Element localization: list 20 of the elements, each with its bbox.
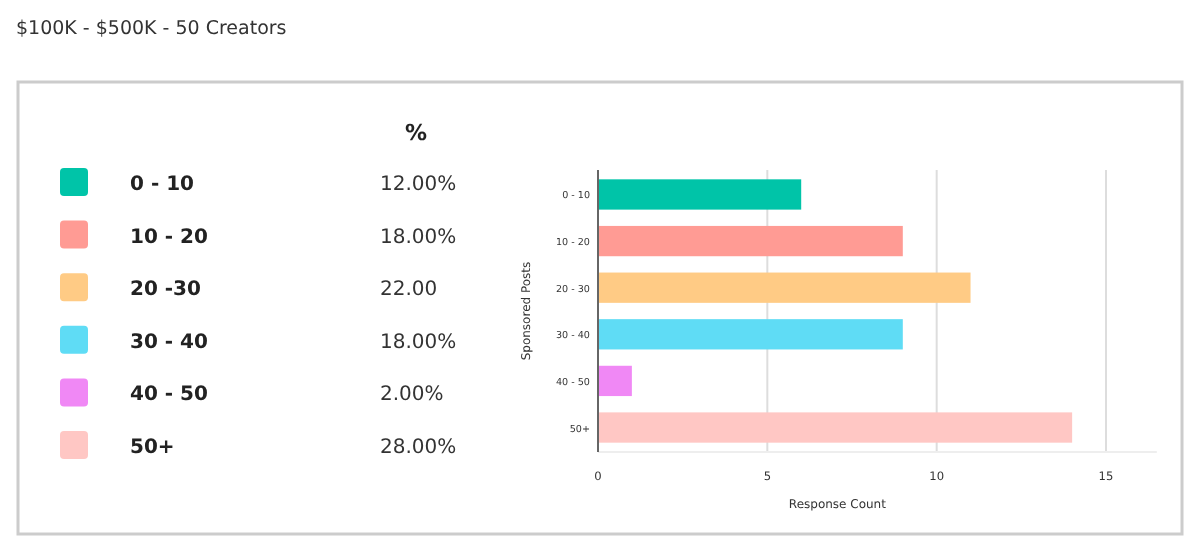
bar <box>598 179 802 210</box>
bar <box>598 272 971 303</box>
text: $100K - $500K - 50 Creators <box>16 18 287 40</box>
text: 2.00% <box>380 384 444 407</box>
bar <box>598 225 903 257</box>
category-label: 0 - 10 <box>130 174 195 196</box>
category-label: 50+ <box>130 437 175 459</box>
category-label: 30 - 40 <box>130 331 208 354</box>
category-label: 20 -30 <box>130 279 202 302</box>
bar <box>598 319 903 350</box>
category-label: 40 - 50 <box>130 384 208 407</box>
bar <box>598 412 1073 443</box>
text: 12.00% <box>380 174 457 196</box>
text: 28.00% <box>380 437 457 459</box>
text: 22.00 <box>380 279 438 302</box>
legend-title: % <box>404 120 428 146</box>
text: 18.00% <box>380 226 457 249</box>
bar <box>598 365 632 397</box>
category-label: 10 - 20 <box>130 226 208 249</box>
text: 18.00% <box>380 331 457 354</box>
